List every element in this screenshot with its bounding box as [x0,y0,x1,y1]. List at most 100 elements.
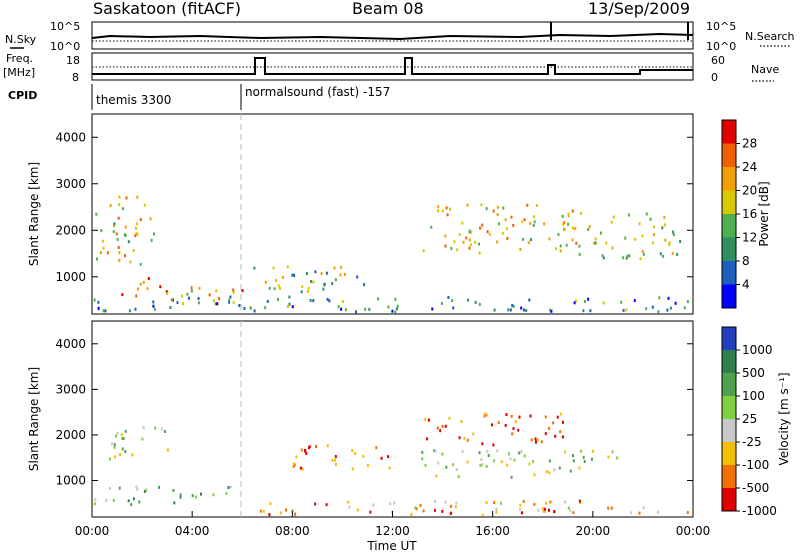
heatmap-cell [649,217,652,221]
heatmap-cell [548,471,551,475]
heatmap-cell [276,298,279,301]
noise-strip: N.Sky 10^5 10^0 10^5 10^0 N.Search [5,20,795,53]
noise-left-tick-bottom: 10^0 [50,40,80,53]
heatmap-cell [544,510,546,513]
heatmap-cell [241,289,244,293]
freq-unit-label: [MHz] [3,66,35,79]
heatmap-cell [529,238,532,242]
heatmap-cell [641,234,644,238]
nsky-label: N.Sky [5,33,37,46]
heatmap-cell [552,421,555,425]
heatmap-cell [229,485,232,489]
y-tick-label: 2000 [55,223,86,237]
heatmap-cell [441,452,444,456]
colorbar-segment [722,190,736,215]
cpid-label: CPID [8,89,37,102]
heatmap-cell [668,243,671,247]
heatmap-cell [309,299,312,302]
heatmap-cell [622,308,625,312]
heatmap-cell [470,230,473,234]
heatmap-cell [592,241,595,245]
freq-tick-bottom: 8 [72,71,79,84]
heatmap-cell [458,436,461,440]
heatmap-cell [591,449,594,453]
heatmap-cell [387,455,390,459]
heatmap-cell [279,511,282,515]
heatmap-cell [558,466,561,470]
heatmap-cell [562,222,565,226]
heatmap-cell [286,265,289,269]
heatmap-cell [268,513,271,517]
heatmap-cell [545,501,547,505]
heatmap-cell [441,424,444,428]
heatmap-cell [431,307,434,311]
heatmap-cell [518,451,521,455]
heatmap-cell [150,238,153,242]
heatmap-cell [567,214,570,218]
heatmap-cell [472,432,475,436]
heatmap-cell [496,449,499,453]
heatmap-cell [304,448,306,452]
heatmap-cell [578,252,581,256]
heatmap-cell [300,448,303,452]
heatmap-cell [134,307,137,311]
heatmap-cell [519,247,522,251]
x-tick-label: 20:00 [576,524,611,538]
heatmap-cell [369,510,372,514]
heatmap-cell [601,254,604,258]
heatmap-cell [439,429,442,433]
heatmap-cell [550,309,553,313]
heatmap-cell [634,237,637,241]
heatmap-cell [344,308,347,312]
heatmap-cell [578,466,581,470]
heatmap-cell [277,284,280,288]
heatmap-cell [364,307,367,311]
heatmap-cell [139,282,142,286]
heatmap-cell [456,248,459,252]
heatmap-cell [173,501,176,505]
heatmap-cell [530,438,533,442]
heatmap-cell [525,309,528,313]
heatmap-cell [505,413,508,416]
heatmap-cell [269,502,272,506]
heatmap-cell [569,508,572,512]
heatmap-cell [509,308,512,312]
colorbar-tick-label: 8 [742,254,750,268]
colorbar-tick-label: -100 [742,458,769,472]
heatmap-cell [301,467,304,471]
heatmap-cell [253,266,256,270]
heatmap-cell [485,413,488,417]
heatmap-cell [527,241,530,245]
heatmap-cell [152,300,155,304]
heatmap-cell [449,207,452,211]
heatmap-cell [652,241,654,245]
colorbar-segment [722,284,736,309]
heatmap-cell [444,234,447,238]
heatmap-cell [351,467,354,471]
heatmap-cell [589,309,592,313]
heatmap-cell [578,244,581,248]
heatmap-cell [152,304,155,308]
heatmap-cell [232,290,235,294]
heatmap-cell [307,289,309,293]
heatmap-cell [377,297,379,301]
heatmap-cell [625,256,628,260]
heatmap-cell [340,307,343,311]
heatmap-cell [117,246,120,249]
heatmap-cell [422,249,425,253]
nave-tick-bottom: 0 [711,71,718,84]
heatmap-cell [478,251,481,255]
heatmap-cell [279,286,281,290]
heatmap-cell [496,205,499,209]
heatmap-cell [215,289,218,293]
heatmap-cell [266,299,269,303]
heatmap-cell [314,270,317,274]
heatmap-cell [124,450,127,453]
heatmap-cell [666,308,669,312]
heatmap-cell [450,504,453,508]
heatmap-cell [121,436,124,440]
heatmap-cell [557,233,560,236]
colorbar-segment [722,120,736,144]
colorbar-segment [722,373,736,397]
heatmap-cell [218,297,221,301]
